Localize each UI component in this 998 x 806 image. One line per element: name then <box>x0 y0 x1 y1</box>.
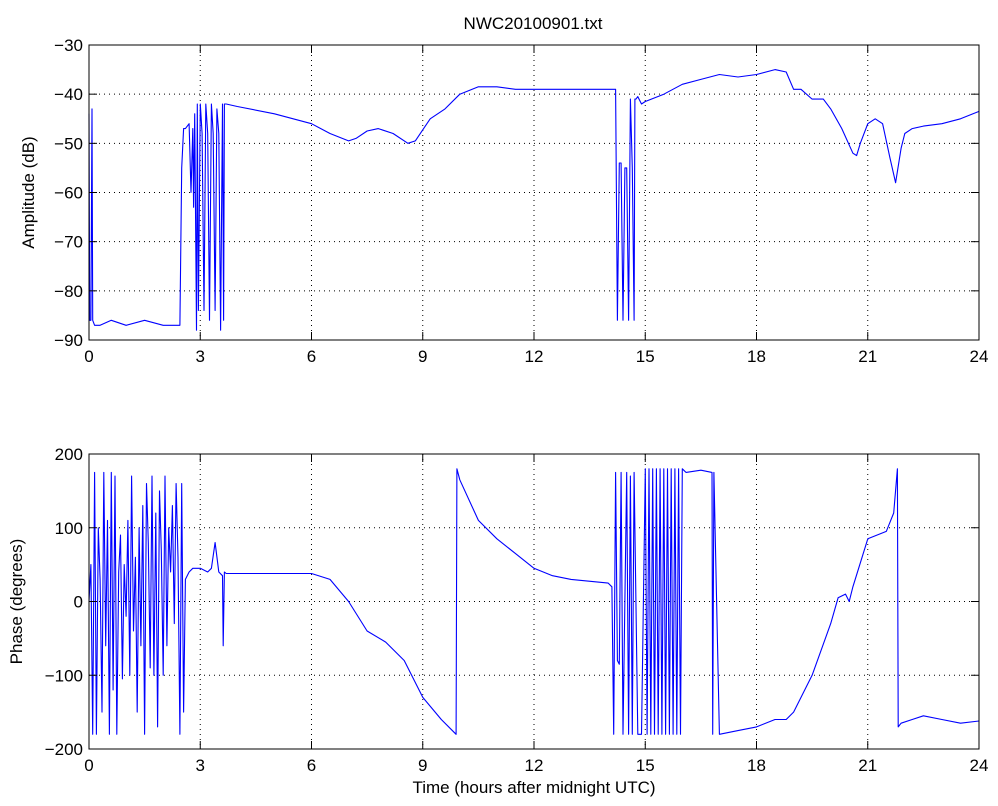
y-tick-label: −40 <box>54 85 83 104</box>
x-tick-label: 0 <box>84 347 93 366</box>
x-tick-label: 3 <box>196 756 205 775</box>
x-tick-label: 3 <box>196 347 205 366</box>
y-tick-label: −80 <box>54 282 83 301</box>
phase-y-axis-label: Phase (degrees) <box>7 539 26 665</box>
top-chart-title: NWC20100901.txt <box>464 14 603 33</box>
phase-chart: 0 3 6 9 12 15 18 21 24 −200 −100 0 100 200 Phase (deg… <box>7 445 988 797</box>
x-tick-label: 18 <box>747 347 766 366</box>
amplitude-grid <box>89 45 979 340</box>
x-tick-label: 24 <box>970 347 989 366</box>
y-tick-label: −200 <box>45 740 83 759</box>
x-tick-label: 15 <box>636 756 655 775</box>
x-tick-label: 12 <box>525 347 544 366</box>
x-tick-label: 6 <box>307 347 316 366</box>
x-tick-label: 0 <box>84 756 93 775</box>
x-tick-label: 6 <box>307 756 316 775</box>
y-tick-label: −100 <box>45 666 83 685</box>
phase-grid <box>89 454 979 749</box>
phase-x-axis-label: Time (hours after midnight UTC) <box>412 778 655 797</box>
y-tick-label: 200 <box>55 445 83 464</box>
y-tick-label: −50 <box>54 134 83 153</box>
amplitude-series-line <box>88 69 980 331</box>
y-tick-label: 100 <box>55 519 83 538</box>
x-tick-label: 12 <box>525 756 544 775</box>
phase-series-line <box>88 468 980 735</box>
x-tick-label: 24 <box>970 756 989 775</box>
amplitude-chart: 0 3 6 9 12 15 18 21 24 −90 −80 −70 −60 −50 −40 −30 Ampl… <box>19 36 988 366</box>
y-tick-label: −90 <box>54 331 83 350</box>
x-tick-label: 21 <box>858 347 877 366</box>
x-tick-label: 21 <box>858 756 877 775</box>
y-tick-label: −70 <box>54 233 83 252</box>
x-tick-label: 15 <box>636 347 655 366</box>
amplitude-y-axis-label: Amplitude (dB) <box>19 136 38 248</box>
phase-ticks: 0 3 6 9 12 15 18 21 24 −200 −100 0 100 200 <box>45 445 989 775</box>
y-tick-label: −60 <box>54 184 83 203</box>
x-tick-label: 9 <box>418 756 427 775</box>
amplitude-ticks: 0 3 6 9 12 15 18 21 24 −90 −80 −70 −60 −50 −40 −30 <box>54 36 988 366</box>
y-tick-label: 0 <box>74 593 83 612</box>
y-tick-label: −30 <box>54 36 83 55</box>
x-tick-label: 18 <box>747 756 766 775</box>
x-tick-label: 9 <box>418 347 427 366</box>
